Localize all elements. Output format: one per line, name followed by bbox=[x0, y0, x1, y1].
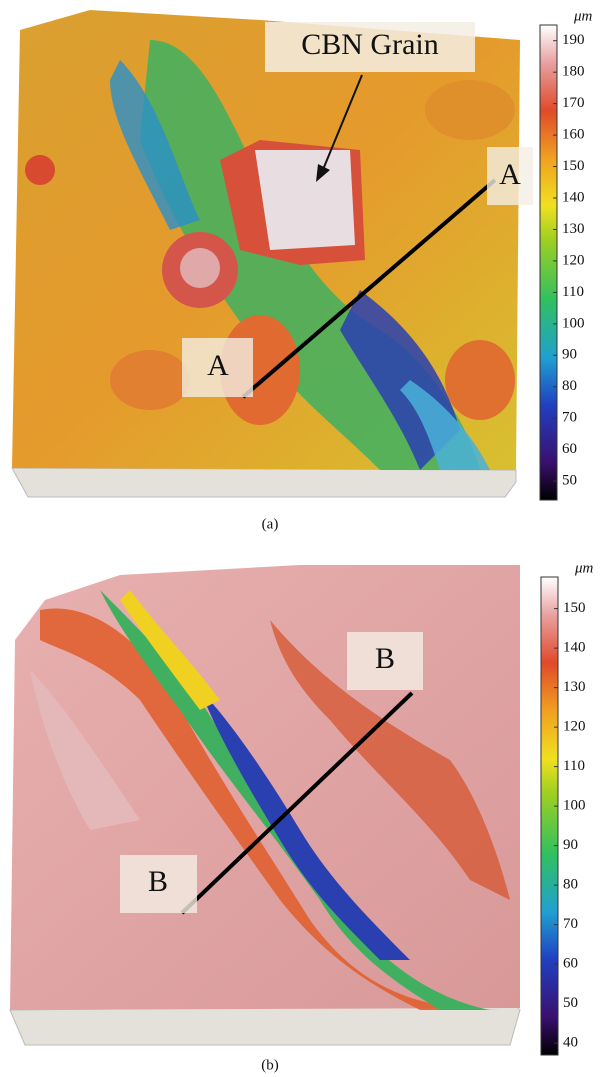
colorbar-tick-label: 140 bbox=[563, 640, 586, 656]
colorbar-tick-label: 150 bbox=[562, 158, 585, 174]
colorbar-tick-label: 180 bbox=[562, 64, 585, 80]
colorbar-tick-label: 40 bbox=[563, 1035, 578, 1051]
colorbar-tick-label: 150 bbox=[563, 600, 586, 616]
colorbar-tick-label: 120 bbox=[563, 719, 586, 735]
colorbar-tick-label: 50 bbox=[562, 473, 577, 489]
colorbar-tick-label: 170 bbox=[562, 95, 585, 111]
colorbar-tick-label: 140 bbox=[562, 189, 585, 205]
caption: (a) bbox=[262, 516, 279, 532]
colorbar-tick-label: 100 bbox=[563, 798, 586, 814]
colorbar-unit: μm bbox=[573, 8, 593, 24]
caption: (b) bbox=[261, 1057, 279, 1073]
colorbar-tick-label: 80 bbox=[563, 877, 578, 893]
colorbar-tick-label: 110 bbox=[563, 758, 585, 774]
colorbar-tick-label: 130 bbox=[562, 221, 585, 237]
section-label: A bbox=[207, 349, 229, 382]
colorbar-tick-label: 120 bbox=[562, 252, 585, 268]
surface-a bbox=[12, 10, 520, 497]
section-label: A bbox=[499, 158, 521, 191]
colorbar-tick-label: 60 bbox=[562, 441, 577, 457]
grain-label: CBN Grain bbox=[301, 28, 439, 61]
colorbar-tick-label: 70 bbox=[563, 916, 578, 932]
colorbar-tick-label: 60 bbox=[563, 956, 578, 972]
surface-b bbox=[10, 565, 520, 1045]
colorbar-tick-label: 70 bbox=[562, 410, 577, 426]
colorbar-tick-label: 90 bbox=[563, 837, 578, 853]
figure: CBN Grain A A (a) B B (b) μm 50 60 70 80 90 10… bbox=[0, 0, 607, 1077]
colorbar-tick-label: 100 bbox=[562, 315, 585, 331]
colorbar bbox=[540, 25, 557, 500]
colorbar-tick-label: 190 bbox=[562, 32, 585, 48]
colorbar-tick-label: 80 bbox=[562, 378, 577, 394]
colorbar-tick-label: 130 bbox=[563, 679, 586, 695]
colorbar-tick-label: 50 bbox=[563, 995, 578, 1011]
colorbar-tick-label: 90 bbox=[562, 347, 577, 363]
section-label: B bbox=[375, 642, 395, 675]
colorbar-tick-label: 160 bbox=[562, 127, 585, 143]
colorbar bbox=[541, 577, 558, 1055]
section-label: B bbox=[148, 865, 168, 898]
colorbar-unit: μm bbox=[574, 560, 594, 576]
colorbar-tick-label: 110 bbox=[562, 284, 584, 300]
